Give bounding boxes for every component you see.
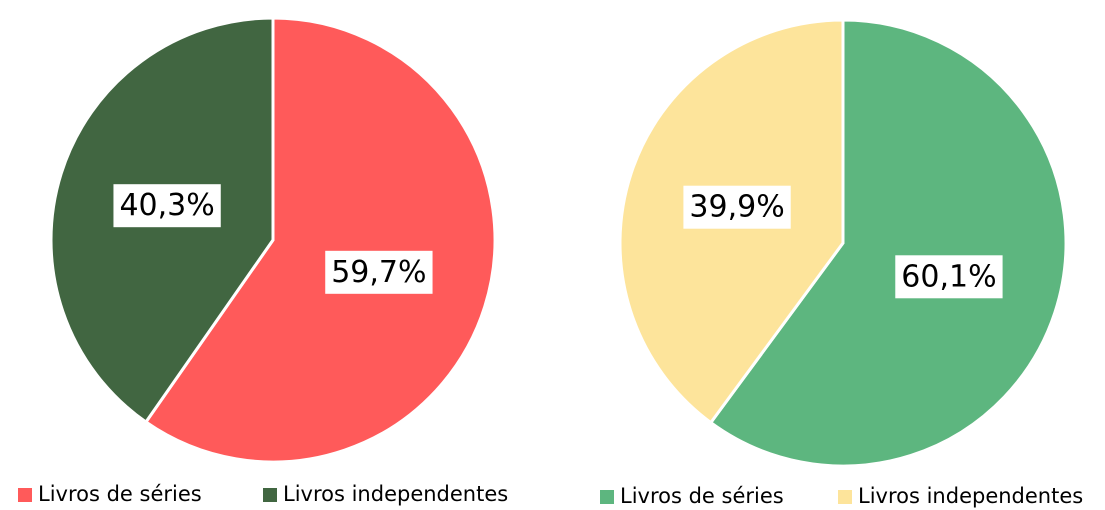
- pie-slice: [708, 18, 1068, 468]
- data-label: 39,9%: [689, 190, 784, 225]
- data-label-box: [683, 185, 791, 229]
- pie-slice: [143, 16, 497, 464]
- data-label: 40,3%: [119, 188, 214, 223]
- data-label: 60,1%: [901, 259, 996, 294]
- legend-swatch: [263, 488, 277, 502]
- legend-label: Livros independentes: [858, 484, 1083, 508]
- legend-swatch: [838, 490, 852, 504]
- legend-label: Livros independentes: [283, 482, 508, 506]
- data-label: 59,7%: [331, 255, 426, 290]
- data-label-box: [325, 250, 433, 294]
- data-label-box: [895, 255, 1003, 299]
- data-label-box: [113, 184, 221, 228]
- legend-swatch: [18, 488, 32, 502]
- legend-label: Livros de séries: [620, 484, 784, 508]
- legend-label: Livros de séries: [38, 482, 202, 506]
- legend-swatch: [600, 490, 614, 504]
